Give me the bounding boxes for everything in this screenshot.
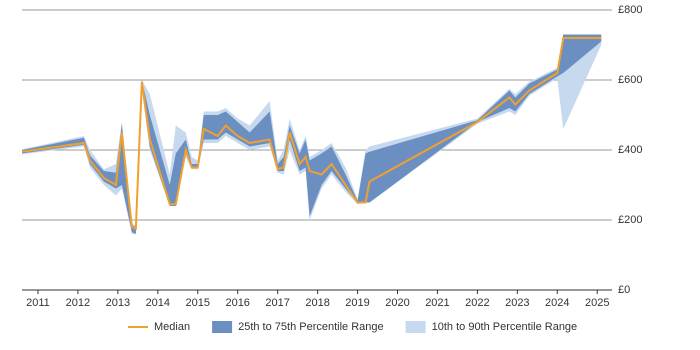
band — [22, 34, 602, 234]
x-tick-label: 2012 — [66, 297, 90, 309]
y-tick-label: £800 — [618, 4, 642, 16]
x-tick-label: 2011 — [26, 297, 50, 309]
x-tick-label: 2025 — [585, 297, 609, 309]
x-tick-label: 2016 — [225, 297, 249, 309]
legend-label: 10th to 90th Percentile Range — [432, 321, 578, 333]
x-tick-label: 2020 — [385, 297, 409, 309]
y-tick-label: £400 — [618, 144, 642, 156]
x-tick-label: 2018 — [305, 297, 329, 309]
x-tick-label: 2019 — [345, 297, 369, 309]
x-tick-label: 2023 — [505, 297, 529, 309]
x-tick-label: 2021 — [425, 297, 449, 309]
legend-label: 25th to 75th Percentile Range — [238, 321, 384, 333]
legend-swatch — [405, 321, 426, 333]
y-tick-label: £600 — [618, 74, 642, 86]
x-tick-label: 2013 — [106, 297, 130, 309]
x-tick-label: 2015 — [186, 297, 210, 309]
x-tick-label: 2014 — [146, 297, 170, 309]
x-tick-label: 2024 — [545, 297, 569, 309]
y-tick-label: £0 — [618, 284, 630, 296]
legend-swatch — [212, 321, 233, 333]
legend-label: Median — [154, 321, 190, 333]
x-tick-label: 2022 — [465, 297, 489, 309]
y-tick-label: £200 — [618, 214, 642, 226]
x-tick-label: 2017 — [265, 297, 289, 309]
median-line — [21, 37, 602, 231]
